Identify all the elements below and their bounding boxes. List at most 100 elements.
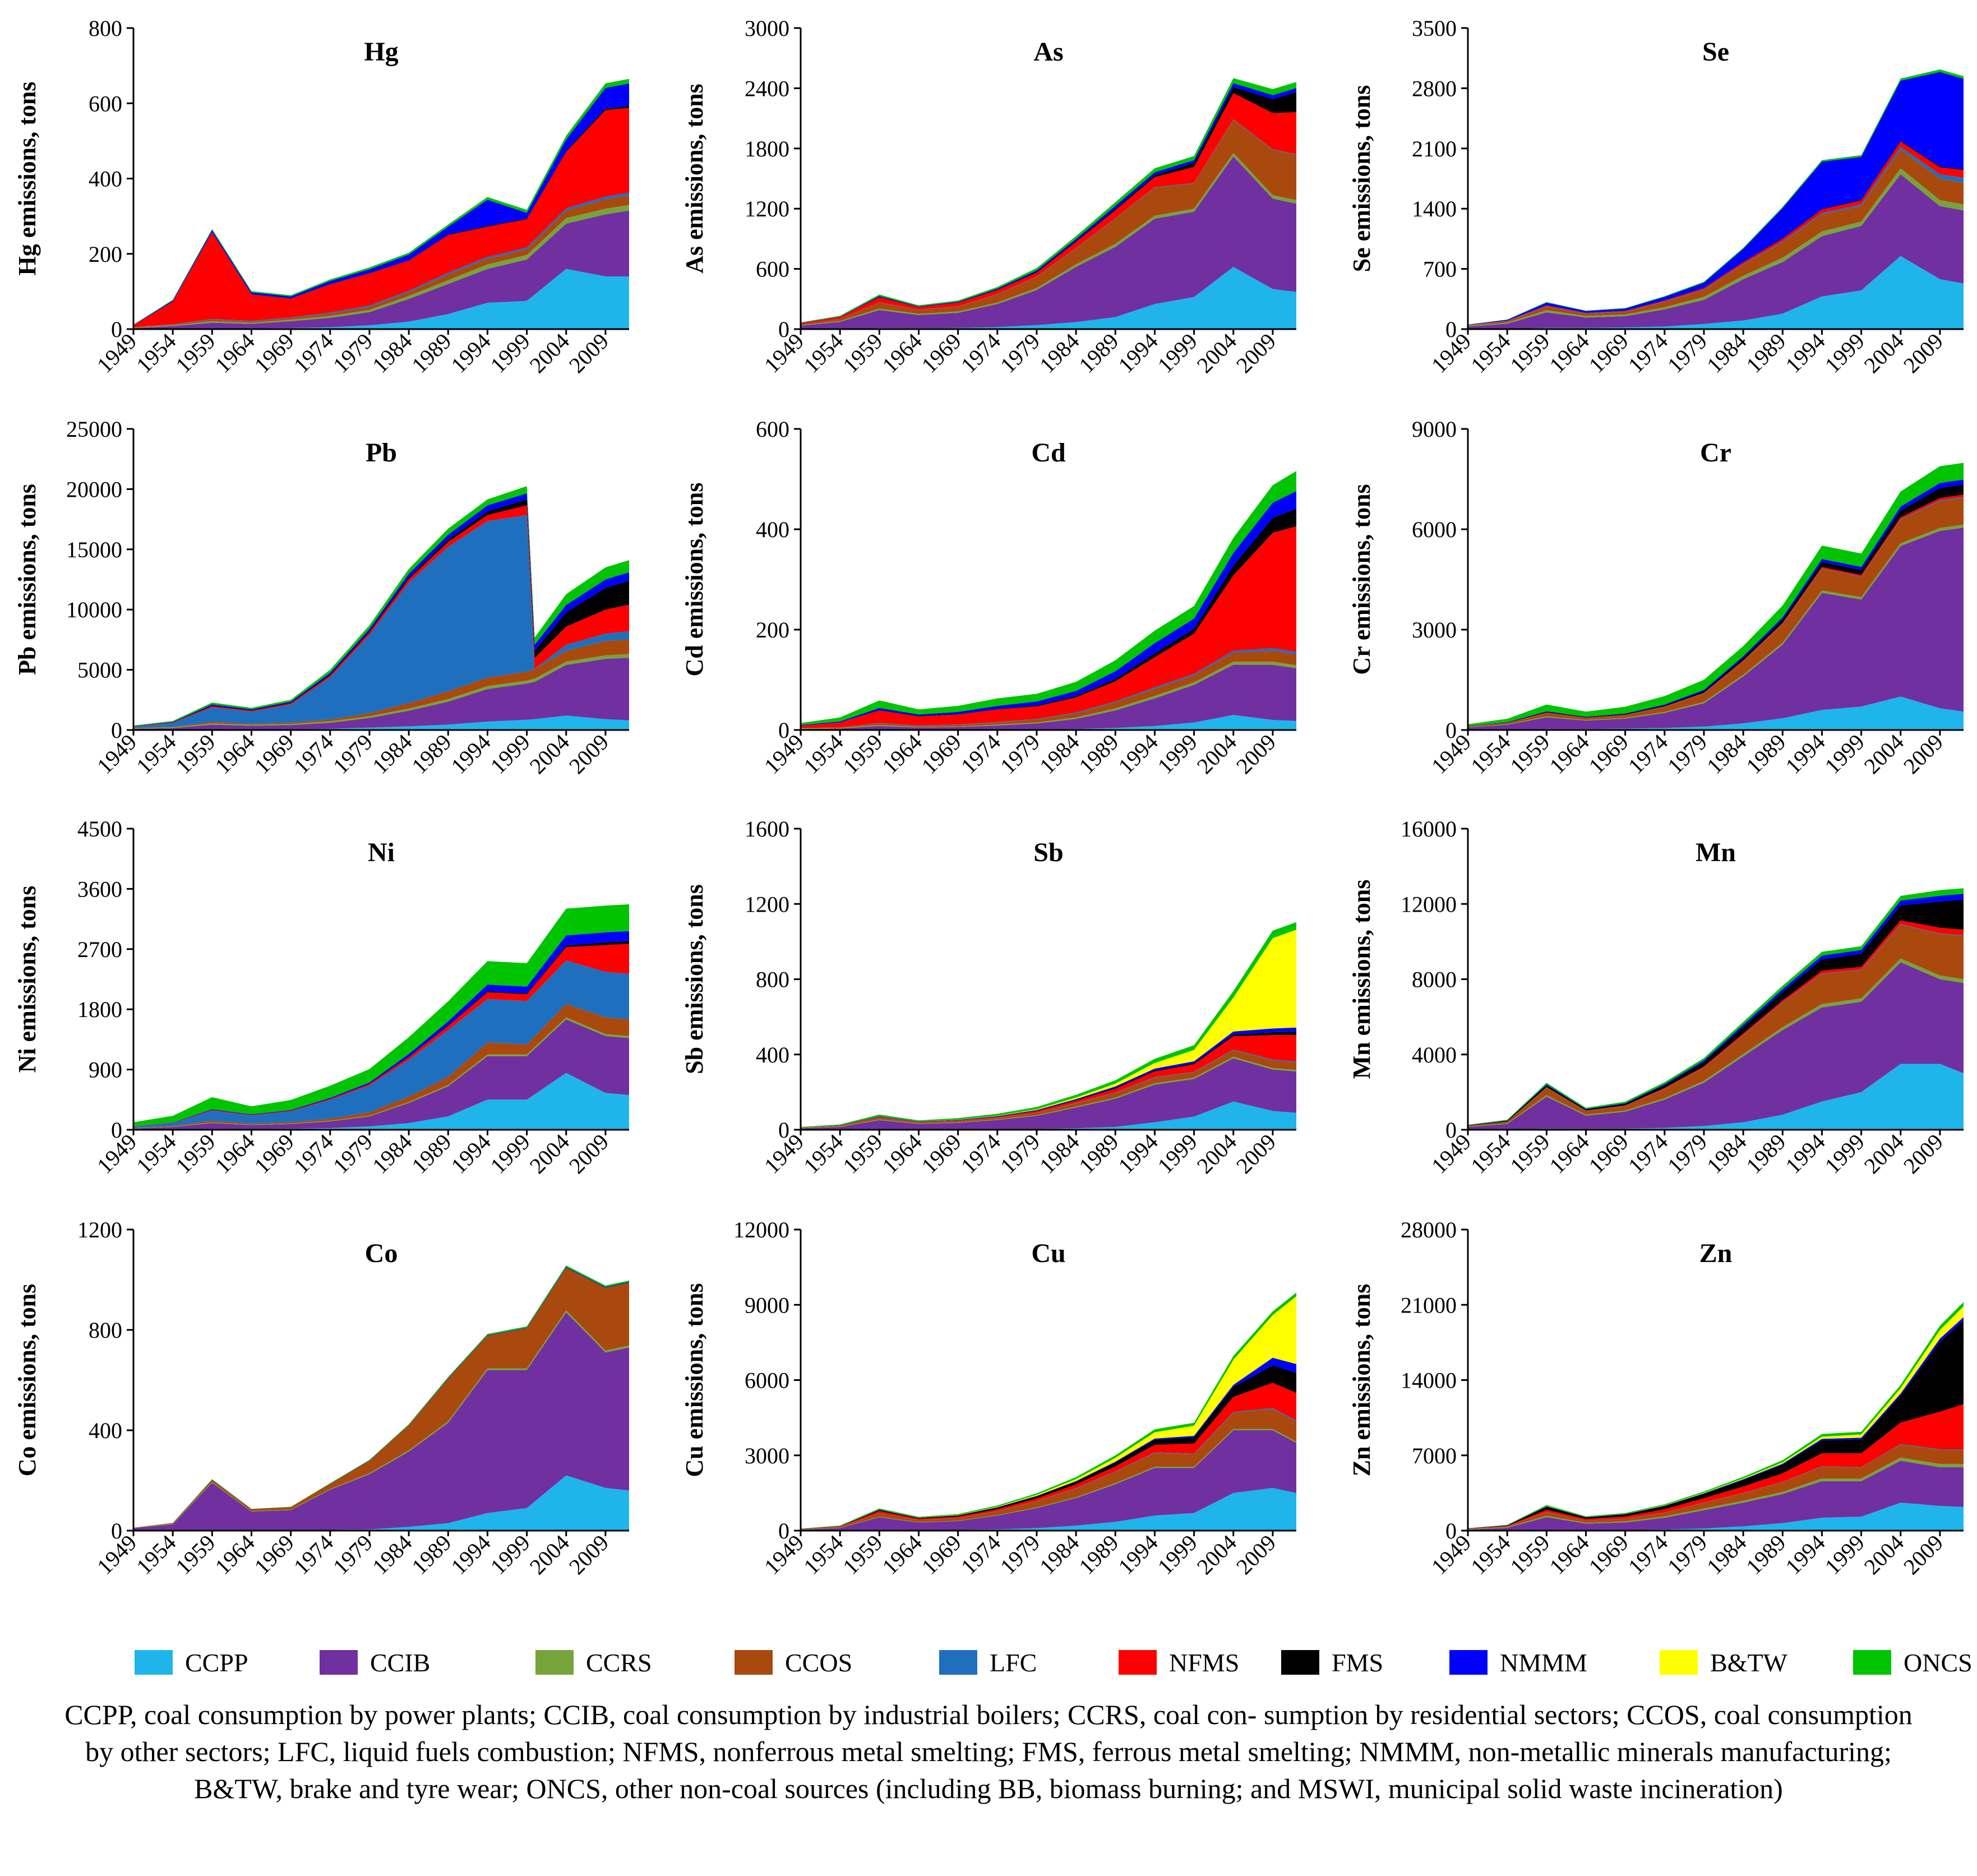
figure-caption: CCPP, coal consumption by power plants; … [64,1699,1913,1804]
x-tick-label: 1989 [1741,729,1790,779]
legend-swatch [135,1650,173,1675]
x-tick-label: 2009 [564,1530,613,1579]
x-tick-label: 1969 [1584,729,1633,779]
legend-item-ccib: CCIB [320,1643,430,1682]
x-tick-label: 1964 [877,329,926,378]
legend: CCPP CCIB CCRS CCOS LFC NFMS FMS NMMM B&TW ONCS [135,1643,1973,1682]
area-Pb-LFC [133,515,629,728]
x-tick-label: 1964 [210,1530,259,1579]
y-tick-label: 10000 [66,597,122,622]
y-tick-label: 700 [1423,257,1457,282]
x-tick-label: 1964 [1544,1530,1593,1579]
x-tick-label: 1974 [956,329,1005,378]
area-Cu-CCIB [801,1430,1296,1531]
area-Cr-CCOS [1468,497,1964,727]
legend-swatch [1449,1650,1488,1675]
legend-item-ccos: CCOS [735,1643,852,1682]
x-tick-label: 1984 [1034,1129,1084,1179]
y-tick-label: 0 [111,718,122,743]
y-tick-label: 9000 [745,1292,789,1318]
x-tick-label: 1964 [877,1129,926,1179]
legend-label: NFMS [1169,1648,1240,1677]
x-tick-label: 1969 [250,1129,299,1179]
x-tick-label: 2009 [1899,729,1948,779]
y-axis-label: Se emissions, tons [1348,85,1375,272]
x-tick-label: 1964 [210,1129,259,1179]
y-axis-label: Hg emissions, tons [13,82,41,276]
x-tick-label: 1984 [1702,1129,1751,1179]
y-tick-label: 2100 [1412,136,1457,161]
x-tick-label: 1999 [1153,1530,1202,1579]
x-tick-label: 1949 [92,1129,141,1179]
x-tick-label: 1949 [759,329,809,378]
legend-label: ONCS [1904,1648,1973,1677]
x-tick-label: 1994 [1113,329,1162,378]
x-tick-label: 2004 [1192,1530,1241,1579]
x-tick-label: 2004 [1859,1530,1909,1579]
x-tick-label: 1999 [486,729,535,779]
area-As-CCPP [801,267,1296,329]
area-Ni-NFMS [133,944,629,1127]
y-tick-label: 1800 [77,997,122,1022]
x-tick-label: 1959 [1505,729,1554,779]
legend-item-fms: FMS [1281,1643,1383,1682]
x-tick-label: 1994 [1113,729,1162,779]
x-tick-label: 1974 [956,729,1005,779]
x-tick-label: 1959 [1505,1530,1554,1579]
y-tick-label: 400 [756,517,789,542]
chart-title: Mn [1696,838,1736,867]
x-tick-label: 1994 [446,729,495,779]
area-Cr-CCIB [1468,528,1964,730]
area-Sb-CCPP [801,1101,1296,1130]
area-Se-CCOS [1468,149,1964,326]
x-tick-label: 2004 [1192,1129,1241,1179]
chart-title: Cu [1031,1239,1065,1268]
y-tick-label: 0 [111,1117,122,1143]
x-tick-label: 1964 [210,729,259,779]
x-tick-label: 1969 [250,729,299,779]
y-tick-label: 0 [778,317,789,342]
area-Se-CCRS [1468,168,1964,327]
x-tick-label: 1969 [250,329,299,378]
x-tick-label: 1949 [92,729,141,779]
area-Cu-CCOS [801,1408,1296,1530]
legend-label: CCIB [370,1648,431,1677]
legend-label: FMS [1332,1648,1384,1677]
x-tick-label: 1984 [367,1129,417,1179]
x-tick-label: 1984 [1034,729,1084,779]
chart-Cr: 0 3000 6000 9000 194919541959196419691974197… [1348,417,1964,779]
y-tick-label: 8000 [1412,967,1457,992]
area-Ni-CCPP [133,1073,629,1130]
x-tick-label: 1989 [407,329,456,378]
x-tick-label: 1969 [917,729,966,779]
y-tick-label: 0 [778,718,789,743]
area-As-NFMS [801,93,1296,325]
y-tick-label: 3500 [1412,16,1457,41]
area-Co-NMMM [133,1267,629,1528]
legend-item-ccrs: CCRS [535,1643,652,1682]
x-tick-label: 1959 [170,1129,220,1179]
legend-swatch [1281,1650,1319,1675]
x-tick-label: 1959 [838,329,887,378]
y-tick-label: 2800 [1412,76,1457,101]
x-tick-label: 1999 [1153,1129,1202,1179]
x-tick-label: 1969 [1584,1530,1633,1579]
y-tick-label: 16000 [1401,816,1457,842]
area-Hg-CCPP [133,269,629,329]
area-Cr-ONCS [1468,463,1964,726]
area-Pb-CCIB [133,658,629,730]
x-tick-label: 1959 [1505,329,1554,378]
area-Co-CCPP [133,1475,629,1531]
x-tick-label: 2004 [1859,729,1909,779]
x-tick-label: 2009 [1231,729,1281,779]
y-axis-label: As emissions, tons [681,84,708,274]
area-Cd-CCOS [801,650,1296,729]
x-tick-label: 2009 [1231,1530,1281,1579]
area-Mn-CCPP [1468,1064,1964,1130]
x-tick-label: 2009 [1899,1530,1948,1579]
x-tick-label: 1979 [995,1129,1045,1179]
x-tick-label: 1954 [798,1530,848,1579]
x-tick-label: 1959 [838,729,887,779]
y-axis-label: Zn emissions, tons [1348,1284,1375,1477]
y-tick-label: 28000 [1401,1217,1457,1242]
